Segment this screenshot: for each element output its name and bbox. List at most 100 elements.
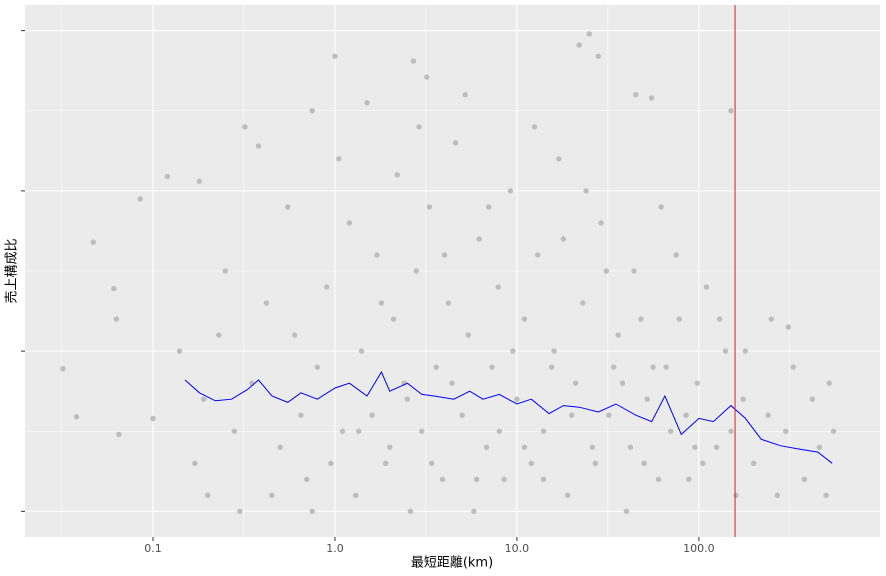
point (378, 300, 385, 306)
point (740, 396, 746, 402)
point (750, 460, 757, 466)
point (521, 444, 528, 450)
point (663, 364, 669, 370)
point (694, 380, 701, 386)
x-tick-label: 0.1 (144, 542, 162, 555)
point (445, 300, 452, 306)
point (551, 348, 557, 354)
point (426, 204, 433, 210)
point (196, 178, 203, 184)
point (619, 380, 626, 386)
point (501, 476, 507, 483)
point (285, 204, 291, 210)
point (471, 508, 477, 515)
point (700, 460, 706, 466)
point (650, 364, 656, 370)
point (495, 284, 502, 290)
point (534, 252, 541, 258)
point (413, 268, 420, 274)
point (205, 492, 211, 499)
point (339, 428, 346, 434)
point (556, 156, 562, 162)
point (638, 316, 644, 322)
trend-line (184, 370, 833, 464)
y-axis-title: 売上構成比 (4, 238, 20, 303)
point (631, 268, 637, 274)
x-tick-label: 10.0 (505, 542, 530, 555)
point (606, 412, 612, 418)
point (483, 444, 490, 450)
point (610, 364, 617, 370)
point (364, 100, 370, 106)
point (790, 364, 796, 370)
point (111, 285, 117, 292)
point (765, 412, 771, 418)
point (192, 460, 198, 466)
point (309, 508, 315, 515)
point (809, 396, 816, 402)
point (304, 476, 310, 483)
point (569, 412, 575, 418)
point (655, 476, 662, 483)
point (433, 364, 439, 370)
point (242, 124, 248, 130)
point (564, 492, 571, 499)
point (137, 196, 143, 202)
point (598, 220, 604, 226)
point (489, 364, 495, 370)
point (369, 412, 375, 418)
point (476, 236, 482, 242)
point (560, 236, 567, 242)
point (358, 348, 365, 354)
point (603, 268, 610, 274)
point (473, 476, 480, 483)
point (592, 460, 599, 466)
point (658, 204, 664, 210)
point (531, 124, 538, 130)
point (323, 284, 330, 290)
point (514, 396, 520, 402)
point (586, 31, 593, 37)
point (668, 428, 674, 434)
point (683, 412, 689, 418)
point (328, 460, 334, 466)
point (164, 173, 171, 180)
point (465, 332, 471, 338)
x-tick-label: 100.0 (683, 542, 715, 555)
point (823, 492, 829, 499)
point (291, 332, 298, 338)
point (60, 366, 66, 372)
point (410, 58, 417, 64)
point (374, 252, 380, 258)
point (728, 108, 734, 114)
point (416, 124, 422, 130)
point (595, 53, 602, 59)
point (521, 316, 528, 322)
point (507, 188, 514, 194)
point (269, 492, 275, 499)
point (510, 348, 516, 354)
point (692, 444, 698, 450)
point (116, 431, 122, 438)
point (496, 428, 502, 434)
point (644, 396, 650, 402)
point (742, 348, 749, 354)
point (641, 460, 647, 466)
x-axis-title: 最短距離(km) (411, 556, 493, 571)
point (346, 220, 353, 226)
point (216, 332, 222, 338)
point (113, 316, 120, 322)
point (441, 252, 448, 258)
point (830, 428, 837, 434)
point (231, 428, 238, 434)
point (298, 412, 304, 418)
point (459, 412, 465, 418)
point (355, 428, 362, 434)
point (540, 428, 547, 434)
point (703, 284, 710, 290)
point (309, 108, 315, 114)
point (676, 316, 682, 322)
point (387, 444, 393, 450)
point (728, 428, 734, 434)
